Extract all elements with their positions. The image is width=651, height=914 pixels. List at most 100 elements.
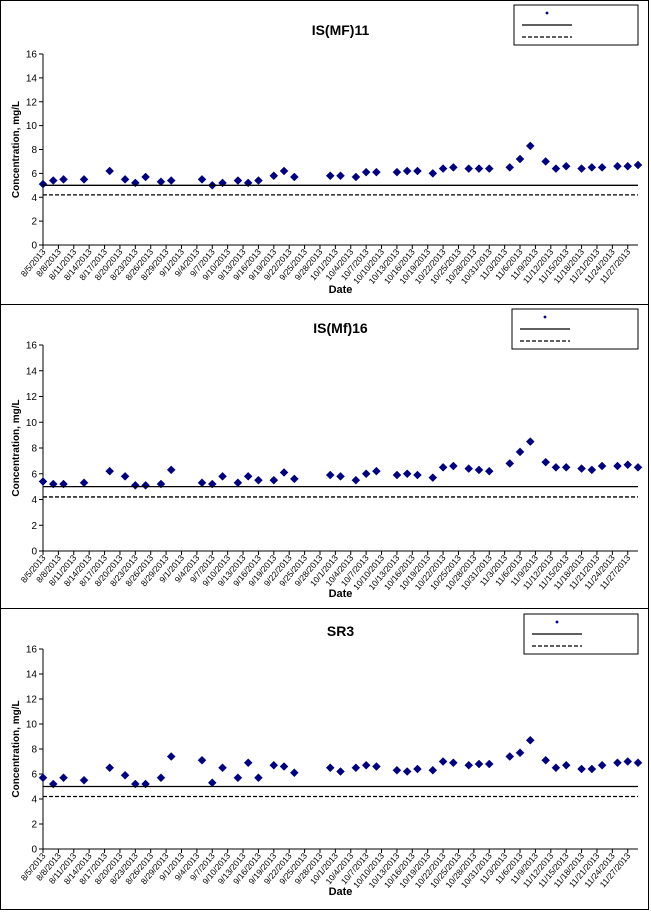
data-point bbox=[207, 778, 217, 788]
data-point bbox=[484, 164, 494, 173]
data-point bbox=[269, 760, 279, 770]
data-point bbox=[623, 161, 633, 171]
data-point bbox=[438, 164, 448, 173]
data-point bbox=[351, 172, 361, 182]
panel-divider bbox=[1, 304, 648, 305]
data-point bbox=[438, 462, 448, 472]
data-point bbox=[633, 160, 643, 170]
data-point bbox=[515, 447, 525, 457]
data-point bbox=[38, 477, 48, 486]
data-point bbox=[254, 773, 263, 783]
data-point bbox=[448, 461, 458, 471]
chart-panel-ismf11: IS(MF)11 Concentration, mg/L Date 0 2 4 6 8 10 12… bbox=[1, 1, 651, 303]
data-point bbox=[156, 773, 166, 783]
y-axis-label: Concentration, mg/L bbox=[11, 700, 22, 797]
data-point bbox=[279, 762, 289, 771]
y-tick-label: 4 bbox=[31, 795, 37, 806]
legend-marker bbox=[545, 11, 549, 15]
y-tick-label: 16 bbox=[26, 50, 38, 61]
data-point bbox=[79, 478, 89, 488]
data-point bbox=[166, 176, 176, 185]
x-axis-label: Date bbox=[329, 886, 353, 898]
data-point bbox=[59, 773, 68, 783]
data-point bbox=[551, 763, 561, 773]
data-point bbox=[197, 174, 207, 184]
data-point bbox=[105, 166, 115, 176]
chart-title: SR3 bbox=[327, 623, 354, 639]
data-point bbox=[587, 764, 597, 774]
y-tick-label: 10 bbox=[26, 720, 38, 731]
data-point bbox=[325, 470, 335, 480]
y-tick-label: 2 bbox=[31, 521, 37, 532]
data-point bbox=[413, 764, 422, 774]
y-tick-label: 14 bbox=[26, 73, 38, 84]
y-tick-label: 12 bbox=[26, 392, 38, 403]
x-axis-label: Date bbox=[329, 284, 353, 296]
data-point bbox=[218, 763, 227, 773]
data-point bbox=[141, 172, 150, 182]
data-point bbox=[448, 163, 458, 172]
data-point bbox=[325, 171, 335, 181]
chart-title: IS(Mf)16 bbox=[313, 320, 368, 336]
data-point bbox=[587, 465, 597, 475]
data-point bbox=[243, 758, 253, 768]
chart-title: IS(MF)11 bbox=[312, 22, 370, 38]
data-point bbox=[361, 760, 371, 770]
data-point bbox=[402, 469, 412, 479]
y-tick-label: 14 bbox=[26, 670, 38, 681]
data-point bbox=[392, 765, 402, 775]
data-point bbox=[551, 462, 561, 472]
data-point bbox=[361, 167, 371, 177]
data-point bbox=[120, 174, 130, 184]
y-tick-label: 10 bbox=[26, 121, 38, 132]
data-point bbox=[372, 466, 381, 476]
data-point bbox=[464, 164, 474, 173]
data-point bbox=[402, 166, 412, 176]
data-point bbox=[464, 760, 474, 770]
data-point bbox=[233, 478, 243, 488]
y-tick-label: 4 bbox=[31, 193, 37, 204]
data-point bbox=[325, 763, 335, 773]
data-point bbox=[413, 470, 422, 480]
data-point bbox=[541, 157, 551, 166]
data-point bbox=[464, 464, 474, 473]
data-point bbox=[156, 177, 166, 187]
data-point bbox=[577, 464, 586, 473]
y-tick-label: 12 bbox=[26, 695, 38, 706]
data-point bbox=[130, 480, 140, 490]
data-point bbox=[474, 759, 484, 769]
data-point bbox=[336, 171, 345, 181]
data-point bbox=[336, 471, 345, 481]
data-point bbox=[613, 161, 622, 171]
data-point bbox=[279, 468, 289, 477]
data-point bbox=[48, 176, 58, 185]
data-point bbox=[289, 172, 299, 182]
chart-panel-ismf16: IS(Mf)16 Concentration, mg/L Date 0 2 4 6 8 10 12… bbox=[1, 305, 651, 607]
data-point bbox=[269, 475, 279, 485]
y-tick-label: 0 bbox=[31, 241, 37, 252]
chart-ismf11: IS(MF)11 Concentration, mg/L Date 0 2 4 6 8 10 12… bbox=[11, 4, 651, 296]
data-point bbox=[351, 475, 361, 485]
data-point bbox=[623, 460, 633, 470]
data-point bbox=[254, 176, 263, 185]
data-point bbox=[541, 755, 551, 765]
data-point bbox=[38, 773, 48, 783]
data-point bbox=[289, 474, 299, 484]
y-tick-label: 0 bbox=[31, 547, 37, 558]
data-point bbox=[515, 154, 525, 164]
chart-ismf16: IS(Mf)16 Concentration, mg/L Date 0 2 4 6 8 10 12… bbox=[11, 308, 651, 600]
data-point bbox=[613, 758, 622, 768]
data-point bbox=[141, 480, 150, 490]
data-point bbox=[505, 459, 515, 468]
data-point bbox=[597, 760, 607, 770]
data-point bbox=[505, 752, 515, 761]
y-tick-label: 4 bbox=[31, 495, 37, 506]
y-tick-label: 8 bbox=[31, 145, 37, 156]
data-point bbox=[38, 179, 48, 189]
data-point bbox=[59, 174, 68, 184]
data-point bbox=[597, 461, 607, 471]
data-point bbox=[623, 757, 633, 766]
data-point bbox=[448, 758, 458, 768]
data-point bbox=[525, 735, 535, 745]
